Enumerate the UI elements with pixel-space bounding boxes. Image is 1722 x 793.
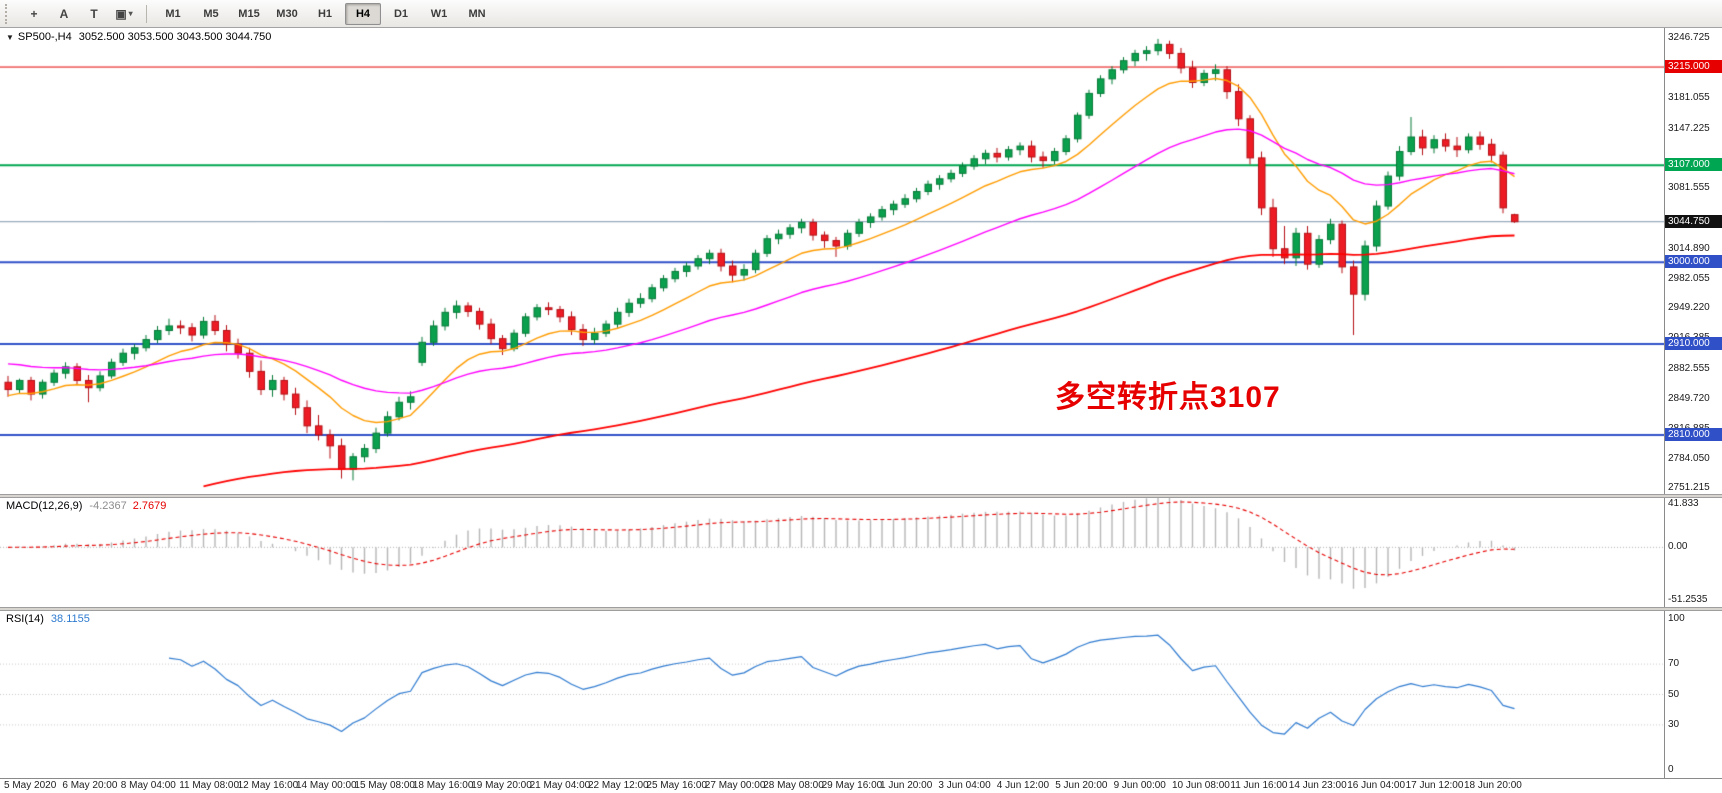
macd-indicator-label: MACD(12,26,9) -4.2367 2.7679 [6, 500, 166, 512]
time-axis-label: 1 Jun 20:00 [880, 780, 933, 791]
axis-tick-label: 2982.055 [1668, 272, 1710, 284]
axis-tick-label: 2849.720 [1668, 392, 1710, 404]
axis-tick-label: 3081.555 [1668, 182, 1710, 194]
axis-tick-label: 2949.220 [1668, 302, 1710, 314]
time-axis[interactable]: 5 May 2020 6 May 20:00 8 May 04:00 11 May 0… [0, 778, 1722, 793]
time-axis-label: 25 May 16:00 [646, 780, 707, 791]
chart-text-annotation[interactable]: 多空转折点3107 [1055, 381, 1281, 414]
dropdown-caret-icon: ▾ [128, 9, 133, 18]
timeframe-button-d1[interactable]: D1 [393, 7, 409, 20]
macd-scale[interactable]: 41.833 0.00 -51.2535 [1664, 498, 1722, 607]
time-axis-label: 28 May 08:00 [763, 780, 824, 791]
axis-tick-label: -51.2535 [1668, 594, 1708, 606]
time-axis-label: 10 Jun 08:00 [1172, 780, 1230, 791]
timeframe-button-m1[interactable]: M1 [165, 7, 181, 20]
text-label-icon[interactable]: A [59, 6, 69, 21]
axis-tick-label: 3246.725 [1668, 32, 1710, 44]
macd-main-value: -4.2367 [89, 500, 127, 512]
chart-ohlc-values: 3052.500 3053.500 3043.500 3044.750 [78, 31, 272, 43]
crosshair-icon[interactable]: + [30, 6, 38, 21]
axis-tick-label: 3181.055 [1668, 91, 1710, 103]
price-level-label: 3215.000 [1665, 60, 1722, 74]
time-axis-label: 12 May 16:00 [237, 780, 299, 791]
axis-tick-label: 0.00 [1668, 541, 1688, 553]
macd-name: MACD(12,26,9) [6, 500, 83, 512]
price-scale[interactable]: 3246.725 3181.055 3147.225 3081.555 3014.890… [1664, 28, 1722, 494]
rsi-name: RSI(14) [6, 613, 44, 625]
timeframe-button-m5[interactable]: M5 [203, 7, 219, 20]
main-chart-panel: ▼ SP500-,H4 3052.500 3053.500 3043.500 304… [0, 28, 1722, 494]
macd-canvas[interactable] [0, 498, 1664, 607]
axis-tick-label: 41.833 [1668, 498, 1699, 510]
axis-tick-label: 100 [1668, 612, 1685, 624]
axis-tick-label: 3014.890 [1668, 242, 1710, 254]
axis-tick-label: 70 [1668, 658, 1680, 670]
time-axis-label: 11 May 08:00 [179, 780, 240, 791]
time-axis-label: 11 Jun 16:00 [1230, 780, 1288, 791]
time-axis-label: 9 Jun 00:00 [1113, 780, 1166, 791]
main-chart-canvas[interactable] [0, 28, 1664, 494]
axis-tick-label: 30 [1668, 718, 1680, 730]
toolbar-separator [146, 4, 147, 23]
drawing-tools-group: + A T ▣ ▾ [19, 2, 139, 26]
price-level-label: 3107.000 [1665, 158, 1722, 172]
rsi-indicator-label: RSI(14) 38.1155 [6, 613, 90, 625]
time-axis-label: 15 May 08:00 [354, 780, 415, 791]
time-axis-label: 3 Jun 04:00 [938, 780, 991, 791]
chart-symbol-label: SP500-,H4 [17, 31, 72, 43]
timeframe-buttons: M1 M5 M15 M30 H1 H4 D1 W1 MN [154, 2, 496, 25]
axis-tick-label: 50 [1668, 688, 1680, 700]
price-level-label: 3000.000 [1665, 255, 1722, 269]
time-axis-label: 27 May 00:00 [704, 780, 766, 791]
chart-collapse-icon[interactable]: ▼ [6, 32, 14, 42]
time-axis-label: 14 May 00:00 [296, 780, 357, 791]
time-axis-label: 8 May 04:00 [120, 780, 176, 791]
macd-panel: MACD(12,26,9) -4.2367 2.7679 41.833 0.00 -51… [0, 498, 1722, 607]
toolbar-grip[interactable] [5, 3, 13, 24]
axis-tick-label: 2882.555 [1668, 363, 1710, 375]
time-axis-label: 21 May 04:00 [529, 780, 591, 791]
axis-tick-label: 2784.050 [1668, 452, 1710, 464]
rsi-value: 38.1155 [50, 613, 90, 625]
rsi-panel: RSI(14) 38.1155 100 70 50 30 0 [0, 611, 1722, 778]
timeframe-button-h1[interactable]: H1 [317, 7, 333, 20]
axis-tick-label: 2751.215 [1668, 482, 1710, 494]
time-axis-label: 4 Jun 12:00 [996, 780, 1050, 791]
time-axis-label: 6 May 20:00 [62, 780, 118, 791]
macd-signal-value: 2.7679 [132, 500, 167, 512]
time-axis-label: 18 Jun 20:00 [1464, 780, 1522, 791]
time-axis-label: 5 May 2020 [4, 780, 57, 791]
time-axis-label: 14 Jun 23:00 [1288, 780, 1347, 791]
current-price-label: 3044.750 [1665, 214, 1722, 228]
timeframe-button-mn[interactable]: MN [468, 7, 486, 20]
time-axis-label: 19 May 20:00 [471, 780, 532, 791]
panel-splitter[interactable] [0, 607, 1722, 611]
rsi-canvas[interactable] [0, 611, 1664, 778]
time-axis-label: 22 May 12:00 [588, 780, 649, 791]
timeframe-button-m30[interactable]: M30 [276, 7, 298, 20]
toolbar: + A T ▣ ▾ M1 M5 M15 M30 H1 H4 D1 W1 MN [0, 0, 1722, 28]
time-axis-label: 5 Jun 20:00 [1055, 780, 1108, 791]
text-frame-icon[interactable]: T [90, 6, 98, 21]
chart-title: ▼ SP500-,H4 3052.500 3053.500 3043.500 304… [6, 31, 271, 43]
time-axis-label: 18 May 16:00 [412, 780, 474, 791]
price-level-label: 2810.000 [1665, 427, 1722, 441]
rsi-scale[interactable]: 100 70 50 30 0 [1664, 611, 1722, 778]
timeframe-button-h4[interactable]: H4 [345, 2, 381, 25]
timeframe-button-m15[interactable]: M15 [238, 7, 260, 20]
axis-tick-label: 0 [1668, 764, 1674, 776]
objects-icon[interactable]: ▣ ▾ [115, 6, 133, 21]
time-axis-label: 17 Jun 12:00 [1405, 780, 1464, 791]
axis-tick-label: 3147.225 [1668, 122, 1710, 134]
time-axis-label: 16 Jun 04:00 [1347, 780, 1406, 791]
timeframe-button-w1[interactable]: W1 [430, 7, 448, 20]
panel-splitter[interactable] [0, 494, 1722, 498]
price-level-label: 2910.000 [1665, 337, 1722, 351]
time-axis-label: 29 May 16:00 [821, 780, 883, 791]
